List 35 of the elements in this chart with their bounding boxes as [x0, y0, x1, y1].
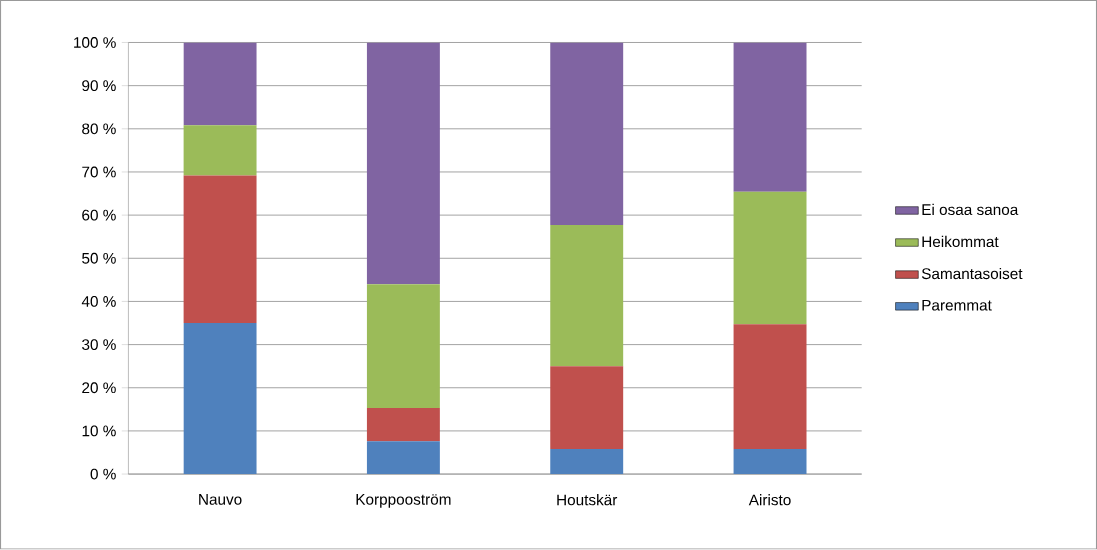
y-tick-label: 0 % — [90, 468, 116, 480]
x-tick-label: Nauvo — [199, 494, 242, 506]
legend-label: Samantasoiset — [921, 268, 1023, 280]
y-tick-label: 70 % — [82, 166, 116, 178]
x-tick-label: Houtskär — [557, 494, 618, 506]
y-tick-label: 100 % — [74, 37, 116, 49]
x-tick-label: Airisto — [748, 494, 791, 506]
bar — [733, 449, 807, 475]
bar — [183, 42, 257, 126]
legend-label: Paremmat — [922, 300, 992, 311]
bar — [366, 284, 440, 409]
bar — [733, 192, 807, 325]
x-tick-label: Korppooström — [356, 494, 451, 509]
bar — [733, 42, 807, 193]
bar — [183, 175, 257, 324]
y-tick-label: 20 % — [82, 382, 116, 394]
bar — [550, 449, 624, 475]
legend-label: Ei osaa sanoa — [922, 204, 1019, 216]
legend-label: Heikommat — [922, 236, 999, 248]
bar — [183, 125, 257, 176]
y-tick-label: 30 % — [82, 339, 116, 351]
y-tick-label: 10 % — [82, 425, 116, 437]
y-tick-label: 90 % — [82, 80, 116, 92]
bar — [550, 366, 624, 450]
bar — [366, 408, 440, 442]
bar — [550, 225, 624, 367]
bar — [183, 323, 257, 475]
y-tick-label: 60 % — [82, 209, 116, 221]
bar — [366, 42, 440, 285]
y-tick-label: 50 % — [82, 253, 116, 264]
y-tick-label: 40 % — [81, 296, 116, 308]
y-tick-label: 80 % — [82, 123, 116, 135]
bar — [550, 42, 624, 226]
bar — [733, 324, 807, 450]
bar — [366, 441, 440, 475]
